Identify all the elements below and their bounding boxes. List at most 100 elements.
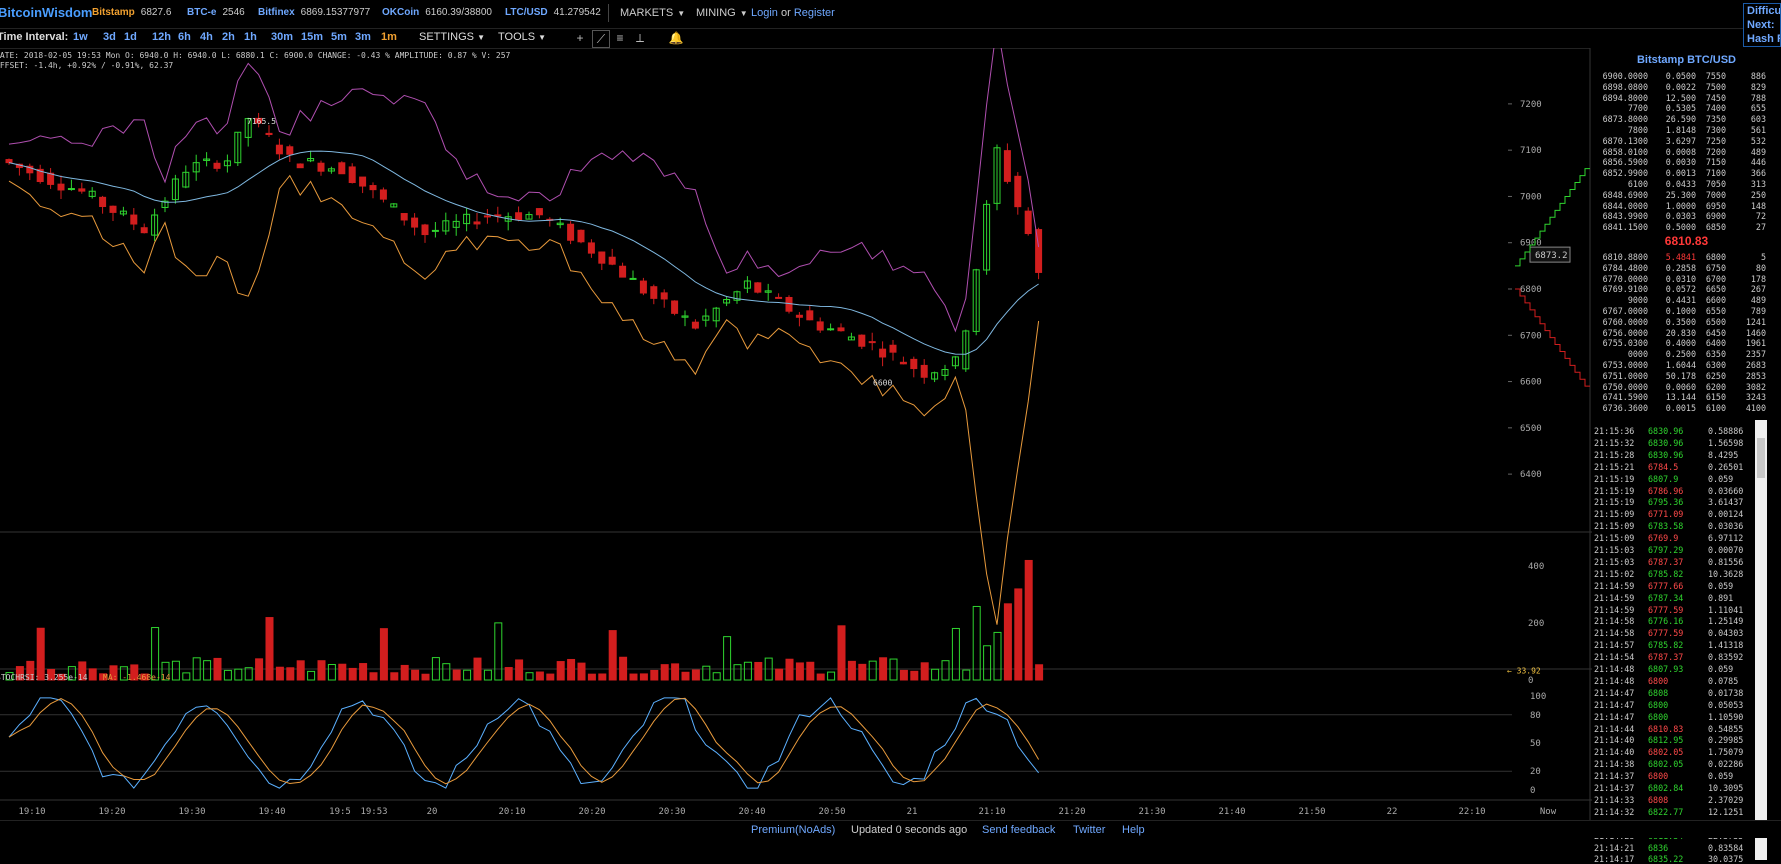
settings-menu[interactable]: SETTINGS ▼ — [419, 31, 485, 43]
volume-bar — [171, 660, 180, 681]
scroll-thumb[interactable] — [1757, 438, 1765, 478]
candle-body — [847, 336, 855, 341]
rsi-tick-label: 20 — [1530, 767, 1541, 777]
login-link[interactable]: Login — [751, 7, 778, 19]
twitter-link[interactable]: Twitter — [1073, 824, 1106, 836]
last-price-label: 6873.2 — [1535, 251, 1568, 261]
help-link[interactable]: Help — [1122, 824, 1145, 836]
trade-time: 21:14:37 — [1594, 783, 1635, 793]
interval-1m[interactable]: 1m — [381, 31, 397, 43]
bid-row[interactable]: 6767.0000 0.1000 6550 789 — [1592, 306, 1766, 316]
site-logo[interactable]: BitcoinWisdom — [0, 5, 93, 20]
ask-row[interactable]: 6856.5900 0.0030 7150 446 — [1592, 157, 1766, 167]
candle-body — [317, 162, 325, 172]
candle-body — [192, 162, 200, 173]
volume-bar — [671, 663, 680, 681]
trade-amount: 0.26501 — [1708, 461, 1744, 472]
ask-row[interactable]: 6900.0000 0.0500 7550 886 — [1592, 71, 1766, 81]
trade-row: 21:15:19 6786.96 0.03660 — [1594, 486, 1743, 496]
interval-30m[interactable]: 30m — [271, 31, 294, 43]
cell: 0.0013 — [1665, 168, 1696, 179]
ask-row[interactable]: 6894.8000 12.500 7450 788 — [1592, 93, 1766, 103]
ask-row[interactable]: 6873.8000 26.590 7350 603 — [1592, 114, 1766, 124]
bid-row[interactable]: 9000 0.4431 6600 489 — [1592, 295, 1766, 305]
trendline-icon[interactable]: ⟋ — [592, 30, 610, 48]
candle-body — [858, 334, 866, 347]
interval-15m[interactable]: 15m — [301, 31, 324, 43]
ticker-bitfinex[interactable]: Bitfinex 6869.15377977 — [258, 7, 370, 18]
interval-6h[interactable]: 6h — [178, 31, 191, 43]
trade-row: 21:14:59 6777.66 0.059 — [1594, 581, 1733, 591]
volume-bar — [754, 661, 763, 681]
volume-bar — [317, 660, 326, 681]
markets-menu[interactable]: MARKETS ▼ — [620, 7, 685, 19]
ask-row[interactable]: 6852.9900 0.0013 7100 366 — [1592, 168, 1766, 178]
bid-row[interactable]: 6750.0000 0.0060 6200 3082 — [1592, 382, 1766, 392]
bid-row[interactable]: 6769.9100 0.0572 6650 267 — [1592, 284, 1766, 294]
feedback-link[interactable]: Send feedback — [982, 824, 1056, 836]
tools-menu[interactable]: TOOLS ▼ — [498, 31, 546, 43]
ticker-exchange: OKCoin — [382, 7, 420, 18]
interval-3d[interactable]: 3d — [103, 31, 116, 43]
bid-row[interactable]: 6770.0000 0.0310 6700 178 — [1592, 274, 1766, 284]
interval-2h[interactable]: 2h — [222, 31, 235, 43]
ask-row[interactable]: 7800 1.8148 7300 561 — [1592, 125, 1766, 135]
interval-4h[interactable]: 4h — [200, 31, 213, 43]
fib-icon[interactable]: ⟂ — [635, 31, 644, 45]
hlines-icon[interactable]: ≡ — [616, 31, 624, 45]
price-chart[interactable]: 7200 7100 7000 6900 6800 6700 6600 6500 6400 400 2… — [0, 48, 1592, 820]
bid-row[interactable]: 6756.0000 20.830 6450 1460 — [1592, 328, 1766, 338]
ticker-okcoin[interactable]: OKCoin 6160.39/38800 — [382, 7, 492, 18]
interval-5m[interactable]: 5m — [331, 31, 347, 43]
cell: 25.300 — [1665, 189, 1696, 200]
ask-row[interactable]: 6100 0.0433 7050 313 — [1592, 179, 1766, 189]
bid-row[interactable]: 6755.0300 0.4000 6400 1961 — [1592, 338, 1766, 348]
interval-12h[interactable]: 12h — [152, 31, 171, 43]
volume-bar — [119, 666, 128, 681]
premium-link[interactable]: Premium(NoAds) — [751, 824, 836, 836]
trades-scrollbar[interactable] — [1755, 420, 1767, 860]
interval-1w[interactable]: 1w — [73, 31, 88, 43]
interval-3m[interactable]: 3m — [355, 31, 371, 43]
register-link[interactable]: Register — [793, 7, 835, 19]
interval-1d[interactable]: 1d — [124, 31, 137, 43]
time-tick-label: 19:10 — [18, 807, 45, 817]
ask-row[interactable]: 6898.0800 0.0022 7500 829 — [1592, 82, 1766, 92]
ask-row[interactable]: 6848.6900 25.300 7000 250 — [1592, 190, 1766, 200]
bid-row[interactable]: 6784.4800 0.2858 6750 80 — [1592, 263, 1766, 273]
bid-row[interactable]: 6736.3600 0.0015 6100 4100 — [1592, 403, 1766, 413]
ask-row[interactable]: 6844.0000 1.0000 6950 148 — [1592, 201, 1766, 211]
candle-body — [463, 213, 471, 225]
bid-row[interactable]: 0000 0.2500 6350 2357 — [1592, 349, 1766, 359]
volume-bar — [99, 673, 108, 681]
ask-row[interactable]: 6870.1300 3.6297 7250 532 — [1592, 136, 1766, 146]
rsi-tick-label: 50 — [1530, 739, 1541, 749]
cell: 489 — [1750, 146, 1766, 157]
trade-amount: 0.891 — [1708, 592, 1734, 603]
volume-bar — [733, 664, 742, 681]
ticker-btce[interactable]: BTC-e 2546 — [187, 7, 245, 18]
bid-row[interactable]: 6753.0000 1.6044 6300 2683 — [1592, 360, 1766, 370]
trade-time: 21:15:28 — [1594, 449, 1635, 460]
candle-body — [473, 221, 481, 225]
ticker-ltcusd[interactable]: LTC/USD 41.279542 — [505, 7, 601, 18]
ask-row[interactable]: 6843.9900 0.0303 6900 72 — [1592, 211, 1766, 221]
ask-row[interactable]: 6841.1500 0.5000 6850 27 — [1592, 222, 1766, 232]
volume-tick-label: 200 — [1528, 619, 1544, 629]
ask-row[interactable]: 6858.0100 0.0008 7200 489 — [1592, 147, 1766, 157]
bid-row[interactable]: 6751.0000 50.178 6250 2853 — [1592, 371, 1766, 381]
cell: 3243 — [1745, 392, 1766, 403]
bid-row[interactable]: 6760.0000 0.3500 6500 1241 — [1592, 317, 1766, 327]
chart-toolbar: Time Interval: 1w 3d 1d 12h 6h 4h 2h 1h … — [0, 28, 1590, 49]
mining-menu[interactable]: MINING ▼ — [696, 7, 748, 19]
ask-row[interactable]: 7700 0.5305 7400 655 — [1592, 103, 1766, 113]
candle-body — [88, 190, 96, 197]
bid-row[interactable]: 6810.8800 5.4841 6800 5 — [1592, 252, 1766, 262]
interval-1h[interactable]: 1h — [244, 31, 257, 43]
cell: 489 — [1750, 295, 1766, 306]
bid-row[interactable]: 6741.5900 13.144 6150 3243 — [1592, 392, 1766, 402]
crosshair-icon[interactable]: + — [576, 31, 584, 45]
bell-icon[interactable]: 🔔 — [668, 31, 684, 45]
ticker-bitstamp[interactable]: Bitstamp 6827.6 — [92, 7, 171, 18]
trade-amount: 0.05053 — [1708, 699, 1744, 710]
